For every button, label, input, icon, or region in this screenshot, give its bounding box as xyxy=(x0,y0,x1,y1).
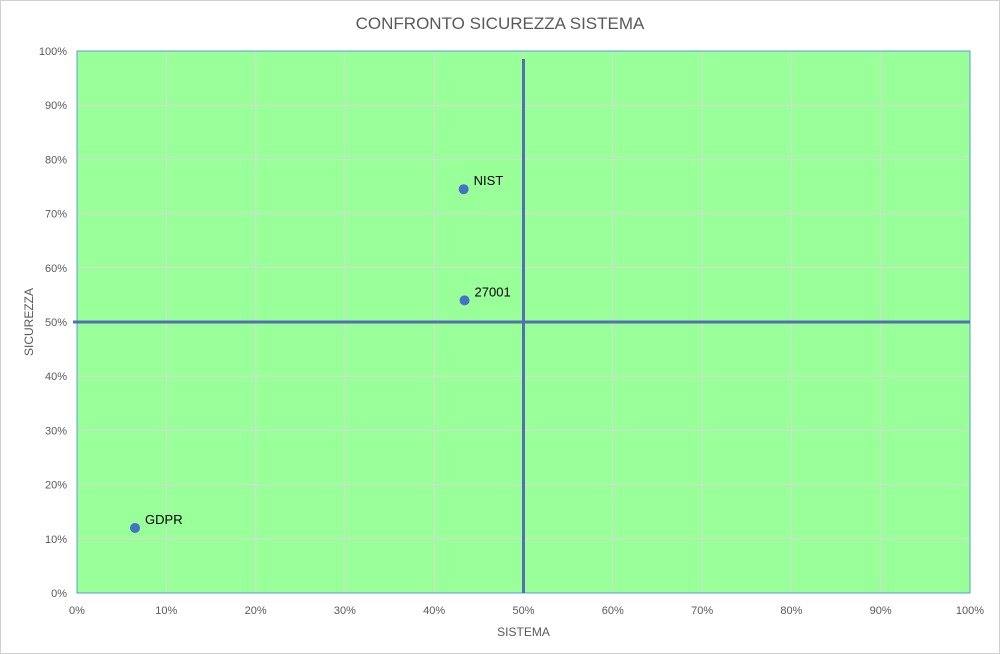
data-point-label: GDPR xyxy=(145,512,183,527)
x-tick-label: 40% xyxy=(423,605,445,617)
y-tick-label: 70% xyxy=(45,209,67,221)
x-tick-label: 80% xyxy=(780,605,802,617)
y-tick-label: 40% xyxy=(45,371,67,383)
x-axis-ticks: 0% 10% 20% 30% 40% 50% 60% 70% 80% 90% 100% xyxy=(69,605,984,617)
y-tick-label: 30% xyxy=(45,425,67,437)
y-axis-label: SICUREZZA xyxy=(22,288,36,356)
x-tick-label: 20% xyxy=(245,605,267,617)
y-tick-label: 10% xyxy=(45,534,67,546)
chart-title: CONFRONTO SICUREZZA SISTEMA xyxy=(356,14,645,33)
x-tick-label: 10% xyxy=(155,605,177,617)
x-tick-label: 60% xyxy=(602,605,624,617)
x-axis-label: SISTEMA xyxy=(497,625,550,639)
x-tick-label: 100% xyxy=(956,605,984,617)
y-tick-label: 0% xyxy=(51,588,67,600)
x-tick-label: 50% xyxy=(512,605,534,617)
data-point xyxy=(459,295,470,306)
data-point xyxy=(130,522,141,533)
x-tick-label: 70% xyxy=(691,605,713,617)
y-tick-label: 50% xyxy=(45,317,67,329)
x-tick-label: 90% xyxy=(870,605,892,617)
data-point xyxy=(458,184,469,195)
y-tick-label: 90% xyxy=(45,100,67,112)
y-tick-label: 80% xyxy=(45,154,67,166)
y-tick-label: 20% xyxy=(45,480,67,492)
data-point-label: 27001 xyxy=(475,284,511,299)
x-tick-label: 0% xyxy=(69,605,85,617)
data-points: NIST 27001 GDPR xyxy=(130,173,511,533)
y-tick-label: 100% xyxy=(39,46,67,58)
x-tick-label: 30% xyxy=(334,605,356,617)
y-tick-label: 60% xyxy=(45,263,67,275)
quadrant-lines xyxy=(73,59,970,593)
data-point-label: NIST xyxy=(474,173,504,188)
y-axis-ticks: 0% 10% 20% 30% 40% 50% 60% 70% 80% 90% 100% xyxy=(39,46,67,600)
